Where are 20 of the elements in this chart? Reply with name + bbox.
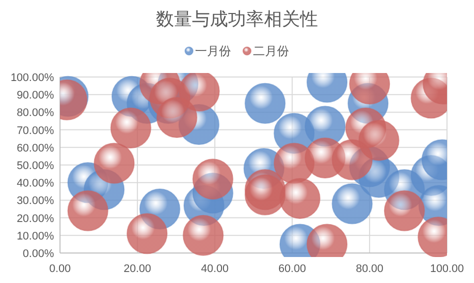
- y-tick-label: 30.00%: [16, 195, 54, 208]
- x-tick-label: 0.00: [49, 263, 71, 275]
- x-tick-label: 100.00: [430, 263, 464, 275]
- y-tick-label: 90.00%: [16, 90, 54, 102]
- legend-label: 一月份: [195, 44, 231, 58]
- y-tick-label: 60.00%: [16, 142, 54, 154]
- x-tick-label: 20.00: [124, 263, 152, 275]
- y-tick-label: 50.00%: [16, 160, 54, 172]
- y-tick-label: 80.00%: [16, 107, 54, 120]
- y-tick-label: 20.00%: [16, 212, 54, 225]
- chart-title: 数量与成功率相关性: [156, 9, 318, 29]
- x-tick-label: 60.00: [278, 263, 306, 275]
- y-tick-label: 10.00%: [16, 230, 54, 242]
- y-tick-label: 40.00%: [16, 178, 54, 190]
- legend-label: 二月份: [253, 44, 289, 58]
- y-tick-label: 0.00%: [22, 248, 54, 260]
- y-tick-label: 100.00%: [10, 72, 54, 84]
- y-tick-label: 70.00%: [16, 124, 54, 137]
- x-tick-label: 80.00: [356, 263, 384, 275]
- x-tick-label: 40.00: [201, 263, 229, 275]
